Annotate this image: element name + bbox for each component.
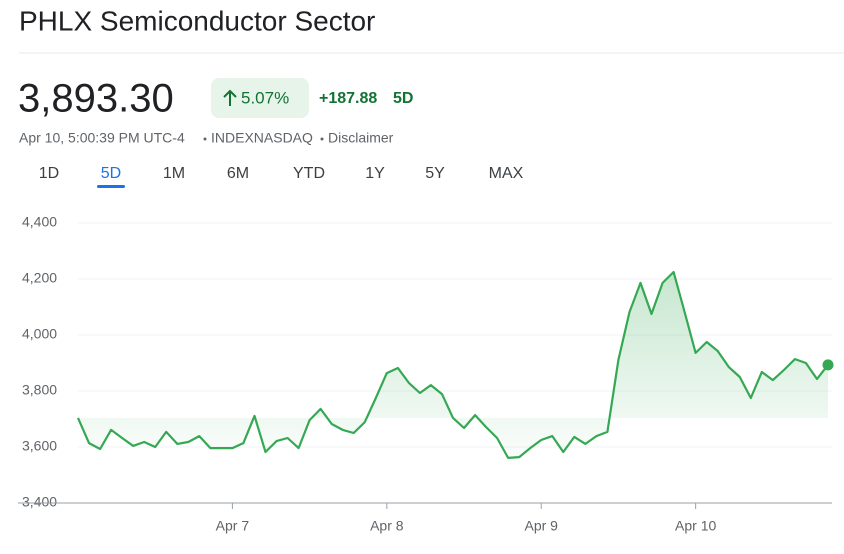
price: 3,893.30: [18, 77, 174, 121]
y-tick-label: 4,200: [22, 270, 57, 286]
range-tab[interactable]: 5Y: [425, 165, 445, 182]
y-tick-label: 3,400: [22, 494, 57, 510]
area: [78, 272, 828, 458]
y-tick-label: 4,400: [22, 214, 57, 230]
change-period: 5D: [393, 90, 413, 107]
range-tab[interactable]: 1M: [163, 165, 185, 182]
range-tab[interactable]: YTD: [293, 165, 325, 182]
range-tab[interactable]: 1Y: [365, 165, 385, 182]
timestamp: Apr 10, 5:00:39 PM UTC-4: [19, 130, 185, 146]
y-tick-label: 3,600: [22, 438, 57, 454]
last-point: [822, 359, 834, 371]
change: +187.88: [319, 90, 377, 107]
range-tab[interactable]: 5D: [101, 165, 121, 182]
x-tick-label: Apr 7: [216, 518, 250, 534]
range-tab[interactable]: MAX: [489, 165, 524, 182]
range-tab[interactable]: 1D: [39, 165, 59, 182]
price-line: [76, 270, 829, 459]
y-tick-label: 4,000: [22, 326, 57, 342]
title: PHLX Semiconductor Sector: [19, 5, 375, 36]
disclaimer-link[interactable]: Disclaimer: [328, 130, 394, 146]
change-percent: 5.07%: [241, 88, 289, 107]
active-tab-underline: [97, 185, 125, 188]
separator: [203, 137, 207, 141]
x-tick-label: Apr 9: [525, 518, 559, 534]
y-tick-label: 3,800: [22, 382, 57, 398]
x-tick-label: Apr 8: [370, 518, 404, 534]
up-arrow: [223, 89, 237, 106]
exchange: INDEXNASDAQ: [211, 130, 313, 146]
change-badge: [211, 78, 309, 118]
x-tick-label: Apr 10: [675, 518, 716, 534]
range-tab[interactable]: 6M: [227, 165, 249, 182]
separator: [320, 137, 324, 141]
